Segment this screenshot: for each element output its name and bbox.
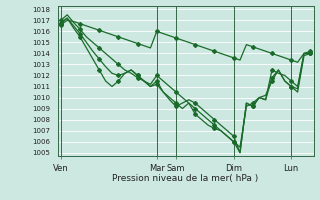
X-axis label: Pression niveau de la mer( hPa ): Pression niveau de la mer( hPa )	[112, 174, 259, 183]
